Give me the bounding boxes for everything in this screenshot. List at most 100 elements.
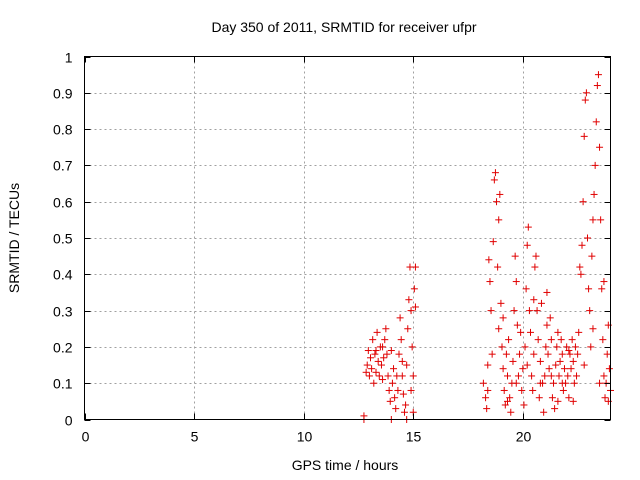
data-point	[565, 347, 573, 355]
data-point	[570, 379, 578, 387]
data-point	[411, 303, 419, 311]
data-point	[523, 361, 531, 369]
data-point	[495, 216, 503, 224]
data-point	[499, 365, 507, 373]
data-point	[587, 343, 595, 351]
x-axis-label: GPS time / hours	[292, 457, 399, 473]
data-point	[517, 328, 525, 336]
data-point	[582, 89, 590, 97]
data-point	[569, 397, 577, 405]
data-point	[536, 379, 544, 387]
data-point	[543, 321, 551, 329]
data-point	[375, 372, 383, 380]
data-point	[574, 350, 582, 358]
data-point	[581, 96, 589, 104]
data-point	[553, 343, 561, 351]
data-point	[567, 365, 575, 373]
data-point	[499, 314, 507, 322]
data-point	[530, 296, 538, 304]
data-point	[488, 350, 496, 358]
data-point	[558, 350, 566, 358]
data-point	[507, 408, 515, 416]
data-point	[364, 347, 372, 355]
y-tick-label: 0.4	[53, 267, 73, 283]
data-point	[601, 394, 609, 402]
data-point	[383, 350, 391, 358]
data-point	[484, 386, 492, 394]
data-point	[596, 379, 604, 387]
data-point	[545, 365, 553, 373]
data-point	[596, 143, 604, 151]
data-point	[571, 343, 579, 351]
data-point	[379, 343, 387, 351]
data-point	[577, 270, 585, 278]
data-point	[573, 372, 581, 380]
data-point	[605, 365, 613, 373]
data-point	[511, 252, 519, 260]
data-point	[498, 343, 506, 351]
data-point	[384, 372, 392, 380]
data-point	[559, 386, 567, 394]
data-point	[382, 325, 390, 333]
data-point	[395, 350, 403, 358]
data-point	[568, 336, 576, 344]
data-point	[569, 357, 577, 365]
data-point	[592, 118, 600, 126]
data-point	[565, 394, 573, 402]
data-point	[487, 307, 495, 315]
data-point	[399, 390, 407, 398]
data-point	[542, 343, 550, 351]
data-point	[519, 365, 527, 373]
y-tick-label: 0.1	[53, 376, 73, 392]
data-point	[533, 307, 541, 315]
data-point	[388, 379, 396, 387]
data-point	[556, 357, 564, 365]
data-point	[362, 368, 370, 376]
data-point	[489, 238, 497, 246]
data-point	[558, 379, 566, 387]
data-point	[600, 278, 608, 286]
data-point	[534, 336, 542, 344]
axis-ticks	[84, 56, 611, 421]
data-point	[578, 241, 586, 249]
data-point	[576, 263, 584, 271]
x-tick-label: 5	[191, 429, 199, 445]
y-tick-label: 0	[65, 413, 73, 429]
data-point	[598, 285, 606, 293]
data-point	[411, 263, 419, 271]
data-point	[410, 285, 418, 293]
data-point	[586, 307, 594, 315]
data-point	[589, 325, 597, 333]
data-point	[365, 372, 373, 380]
data-point	[537, 299, 545, 307]
data-point	[503, 397, 511, 405]
data-point	[483, 405, 491, 413]
data-point	[520, 401, 528, 409]
y-axis-label: SRMTID / TECUs	[6, 183, 22, 293]
data-point	[536, 357, 544, 365]
data-point	[513, 321, 521, 329]
data-point	[372, 347, 380, 355]
x-tick-label: 0	[82, 429, 90, 445]
data-point	[398, 357, 406, 365]
data-point	[486, 278, 494, 286]
data-point	[563, 343, 571, 351]
data-point	[590, 190, 598, 198]
data-point	[385, 386, 393, 394]
y-tick-label: 0.7	[53, 158, 73, 174]
data-point	[532, 252, 540, 260]
data-point	[541, 372, 549, 380]
data-point	[368, 365, 376, 373]
data-point	[524, 223, 532, 231]
data-point	[530, 350, 538, 358]
data-point	[544, 350, 552, 358]
x-tick-labels: 0 5 10 15 20	[82, 429, 532, 445]
data-point	[512, 278, 520, 286]
data-point	[540, 408, 548, 416]
data-point	[495, 325, 503, 333]
x-tick-label: 15	[406, 429, 422, 445]
data-point	[514, 372, 522, 380]
data-point	[554, 397, 562, 405]
data-point	[392, 405, 400, 413]
data-point	[516, 350, 524, 358]
